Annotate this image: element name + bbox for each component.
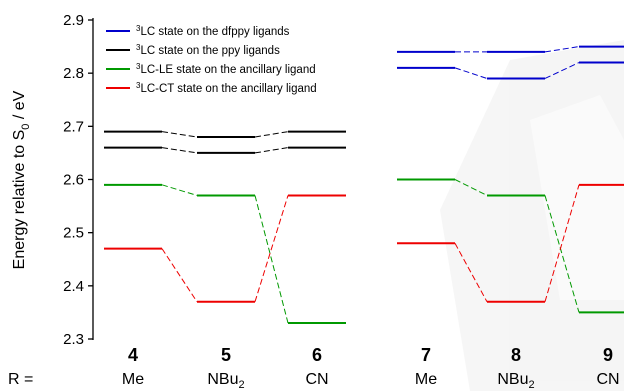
energy-level-connector: [544, 184, 580, 302]
y-tick-label: 2.3: [63, 331, 84, 348]
substituent-label: CN: [305, 371, 328, 388]
energy-level-connector: [161, 184, 198, 196]
energy-level-connector: [254, 147, 289, 154]
legend-entry-superscript: 3: [136, 81, 141, 90]
substituent-text: Me: [122, 371, 144, 388]
substituent-text: CN: [596, 371, 619, 388]
energy-level-connector: [544, 62, 580, 79]
substituent-text: Me: [415, 371, 437, 388]
compound-number: 4: [128, 345, 138, 365]
energy-level-connector: [544, 46, 580, 53]
legend-entry-text: LC state on the ppy ligands: [140, 45, 280, 57]
y-axis-label-subscript: 0: [20, 124, 32, 130]
legend-entry-text: LC-LE state on the ancillary ligand: [140, 64, 315, 76]
energy-level-connector: [161, 147, 198, 154]
substituent-text: NBu: [207, 371, 238, 388]
compound-number: 7: [421, 345, 431, 365]
energy-level-connector: [161, 248, 198, 303]
legend-entry-text: LC-CT state on the ancillary ligand: [140, 83, 316, 95]
y-tick-label: 2.4: [63, 278, 84, 295]
legend-entry-label: 3LC state on the ppy ligands: [136, 43, 280, 57]
energy-level-connector: [544, 195, 580, 313]
substituent-label: Me: [122, 371, 144, 388]
y-tick-label: 2.5: [63, 225, 84, 242]
substituent-label: NBu2: [497, 371, 534, 391]
legend-entry-superscript: 3: [136, 43, 141, 52]
legend-entry-text: LC state on the dfppy ligands: [140, 26, 289, 38]
y-tick-label: 2.8: [63, 65, 84, 82]
y-tick-label: 2.6: [63, 172, 84, 189]
y-tick-label: 2.9: [63, 12, 84, 29]
y-axis-label-unit: / eV: [11, 90, 28, 123]
compound-number: 5: [221, 345, 231, 365]
y-ticks: 2.3 2.4 2.5 2.6 2.7 2.8 2.9: [63, 12, 93, 348]
substituent-label: NBu2: [207, 371, 244, 391]
compound-number: 6: [312, 345, 322, 365]
energy-level-connector: [454, 67, 488, 79]
legend-entry-label: 3LC-CT state on the ancillary ligand: [136, 81, 317, 95]
substituent-text: NBu: [497, 371, 528, 388]
energy-level-connector: [454, 179, 488, 196]
legend-entry-label: 3LC state on the dfppy ligands: [136, 24, 290, 38]
legend-entry-label: 3LC-LE state on the ancillary ligand: [136, 62, 316, 76]
energy-level-connector: [254, 195, 289, 302]
r-row-label: R =: [8, 371, 33, 388]
substituent-text: CN: [305, 371, 328, 388]
substituent-subscript: 2: [529, 379, 535, 391]
compound-number: 9: [603, 345, 613, 365]
y-axis-label: Energy relative to S0 / eV: [11, 90, 32, 269]
energy-levels: [104, 45, 624, 325]
substituent-subscript: 2: [239, 379, 245, 391]
legend-entry-superscript: 3: [136, 62, 141, 71]
compound-number: 8: [511, 345, 521, 365]
watermark-graphic: [440, 40, 624, 391]
energy-level-connector: [254, 131, 289, 138]
energy-level-connector: [161, 131, 198, 138]
legend-entry-superscript: 3: [136, 24, 141, 33]
substituent-label: CN: [596, 371, 619, 388]
substituent-label: Me: [415, 371, 437, 388]
energy-level-connector: [254, 195, 289, 324]
energy-level-connector: [454, 243, 488, 303]
y-tick-label: 2.7: [63, 118, 84, 135]
